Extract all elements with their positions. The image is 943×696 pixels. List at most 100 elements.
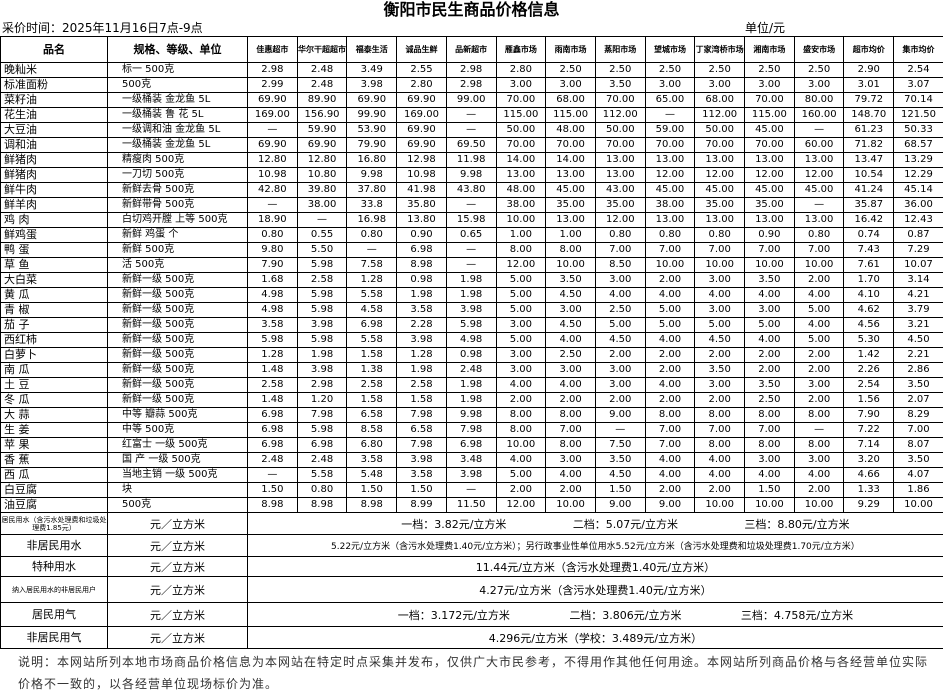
price-cell: 13.00	[495, 167, 547, 183]
price-cell: —	[793, 197, 845, 213]
price-cell: 3.00	[793, 377, 845, 393]
price-cell: 3.79	[893, 302, 943, 318]
price-cell: —	[594, 422, 646, 438]
price-cell: 6.98	[247, 407, 298, 423]
price-cell: 50.33	[893, 122, 943, 138]
price-cell: 1.50	[594, 482, 646, 498]
price-cell: 89.90	[296, 92, 348, 108]
price-cell: 65.00	[644, 92, 696, 108]
price-cell: 115.00	[545, 107, 596, 123]
price-cell: 5.98	[296, 302, 348, 318]
column-header: 集市均价	[893, 36, 943, 63]
price-cell: 12.98	[396, 152, 447, 168]
price-cell: 5.00	[495, 272, 547, 288]
price-cell: —	[247, 467, 298, 483]
price-cell: 9.00	[644, 497, 696, 513]
price-cell: 115.00	[495, 107, 547, 123]
data-row: 鸭 蛋新鲜 500克 9.80 5.50—6.98—8.00 8.00 7.00 7.00…	[0, 242, 943, 258]
price-cell: 2.55	[396, 62, 447, 78]
price-cell: 7.90	[843, 407, 895, 423]
column-header: 华尔干超超市	[296, 36, 348, 63]
item-spec: 一级调和油 金龙鱼 5L	[107, 122, 248, 138]
price-cell: —	[445, 107, 497, 123]
price-cell: 4.21	[893, 287, 943, 303]
price-cell: 148.70	[843, 107, 895, 123]
price-cell: 4.58	[346, 302, 398, 318]
price-cell: 10.00	[694, 497, 746, 513]
price-cell: 1.20	[296, 392, 348, 408]
price-cell: 2.00	[644, 272, 696, 288]
utility-unit: 元／立方米	[107, 576, 248, 603]
price-cell: —	[445, 257, 497, 273]
price-cell: 4.00	[793, 467, 845, 483]
item-name: 大白菜	[0, 272, 108, 288]
price-cell: 35.00	[744, 197, 795, 213]
column-header: 湘南市场	[744, 36, 795, 63]
price-cell: 35.00	[545, 197, 596, 213]
utility-name: 居民用水（含污水处理费和垃圾处理费1.85元）	[0, 512, 108, 535]
price-cell: 1.86	[893, 482, 943, 498]
price-cell: 4.00	[545, 377, 596, 393]
price-cell: 5.00	[744, 317, 795, 333]
item-spec: 新鲜一级 500克	[107, 302, 248, 318]
tier-list: 一档：3.172元/立方米 二档：3.806元/立方米 三档：4.758元/立方米	[248, 607, 942, 623]
utility-row: 非居民用气 元／立方米 4.296元/立方米（学校：3.489元/立方米）	[0, 626, 943, 649]
utility-row: 非居民用水 元／立方米 5.22元/立方米（含污水处理费1.40元/立方米）；另行政…	[0, 534, 943, 557]
price-cell: 0.65	[445, 227, 497, 243]
tier: 一档：3.172元/立方米	[397, 608, 510, 622]
price-cell: 3.50	[694, 362, 746, 378]
note: 说明：本网站所列本地市场商品价格信息为本网站在特定时点采集并发布，仅供广大市民参…	[18, 655, 929, 691]
price-cell: 2.00	[594, 347, 646, 363]
price-cell: 4.56	[843, 317, 895, 333]
price-cell: 169.00	[396, 107, 447, 123]
price-cell: 10.00	[644, 257, 696, 273]
item-name: 大豆油	[0, 122, 108, 138]
price-cell: 7.98	[396, 437, 447, 453]
price-cell: 12.00	[694, 167, 746, 183]
price-cell: 13.00	[694, 152, 746, 168]
price-cell: 7.61	[843, 257, 895, 273]
price-cell: 12.00	[594, 212, 646, 228]
price-cell: 8.00	[694, 437, 746, 453]
price-cell: 10.00	[545, 497, 596, 513]
price-cell: 3.21	[893, 317, 943, 333]
price-cell: 13.00	[545, 212, 596, 228]
price-cell: 4.00	[644, 452, 696, 468]
price-cell: 2.00	[793, 272, 845, 288]
price-cell: 38.00	[296, 197, 348, 213]
price-cell: 7.00	[644, 242, 696, 258]
price-cell: 3.00	[545, 302, 596, 318]
price-cell: 2.99	[247, 77, 298, 93]
price-cell: 38.00	[495, 197, 547, 213]
price-cell: 1.48	[247, 392, 298, 408]
price-cell: 115.00	[744, 107, 795, 123]
data-row: 鲜猪肉 精瘦肉 500克 12.80 12.80 16.80 12.98 11.98 14.0…	[0, 152, 943, 168]
price-cell: 10.00	[744, 497, 795, 513]
data-row: 土 豆新鲜一级 500克 2.58 2.98 2.58 2.58 1.98 4.00 4.00…	[0, 377, 943, 393]
item-name: 茄 子	[0, 317, 108, 333]
price-cell: 8.07	[893, 437, 943, 453]
price-cell: 4.00	[744, 467, 795, 483]
data-row: 晚籼米 标一 500克 2.98 2.48 3.49 2.55 2.98 2.80 2.50 2.…	[0, 62, 943, 78]
price-cell: 3.48	[445, 452, 497, 468]
price-cell: 7.98	[396, 407, 447, 423]
price-cell: 13.00	[744, 212, 795, 228]
price-cell: 70.00	[744, 92, 795, 108]
price-cell: 3.50	[744, 272, 795, 288]
item-name: 鲜鸡蛋	[0, 227, 108, 243]
price-cell: 70.00	[495, 92, 547, 108]
item-name: 黄 瓜	[0, 287, 108, 303]
price-cell: 12.80	[247, 152, 298, 168]
column-header: 超市均价	[843, 36, 895, 63]
price-cell: 9.29	[843, 497, 895, 513]
price-cell: 4.50	[594, 332, 646, 348]
item-name: 鸭 蛋	[0, 242, 108, 258]
price-cell: 37.80	[346, 182, 398, 198]
tier-list: 一档：3.82元/立方米 二档：5.07元/立方米 三档：8.80元/立方米	[248, 516, 942, 532]
price-cell: 13.80	[396, 212, 447, 228]
price-cell: 12.29	[893, 167, 943, 183]
price-cell: 8.98	[247, 497, 298, 513]
price-cell: 45.14	[893, 182, 943, 198]
item-name: 草 鱼	[0, 257, 108, 273]
price-cell: 8.00	[793, 437, 845, 453]
